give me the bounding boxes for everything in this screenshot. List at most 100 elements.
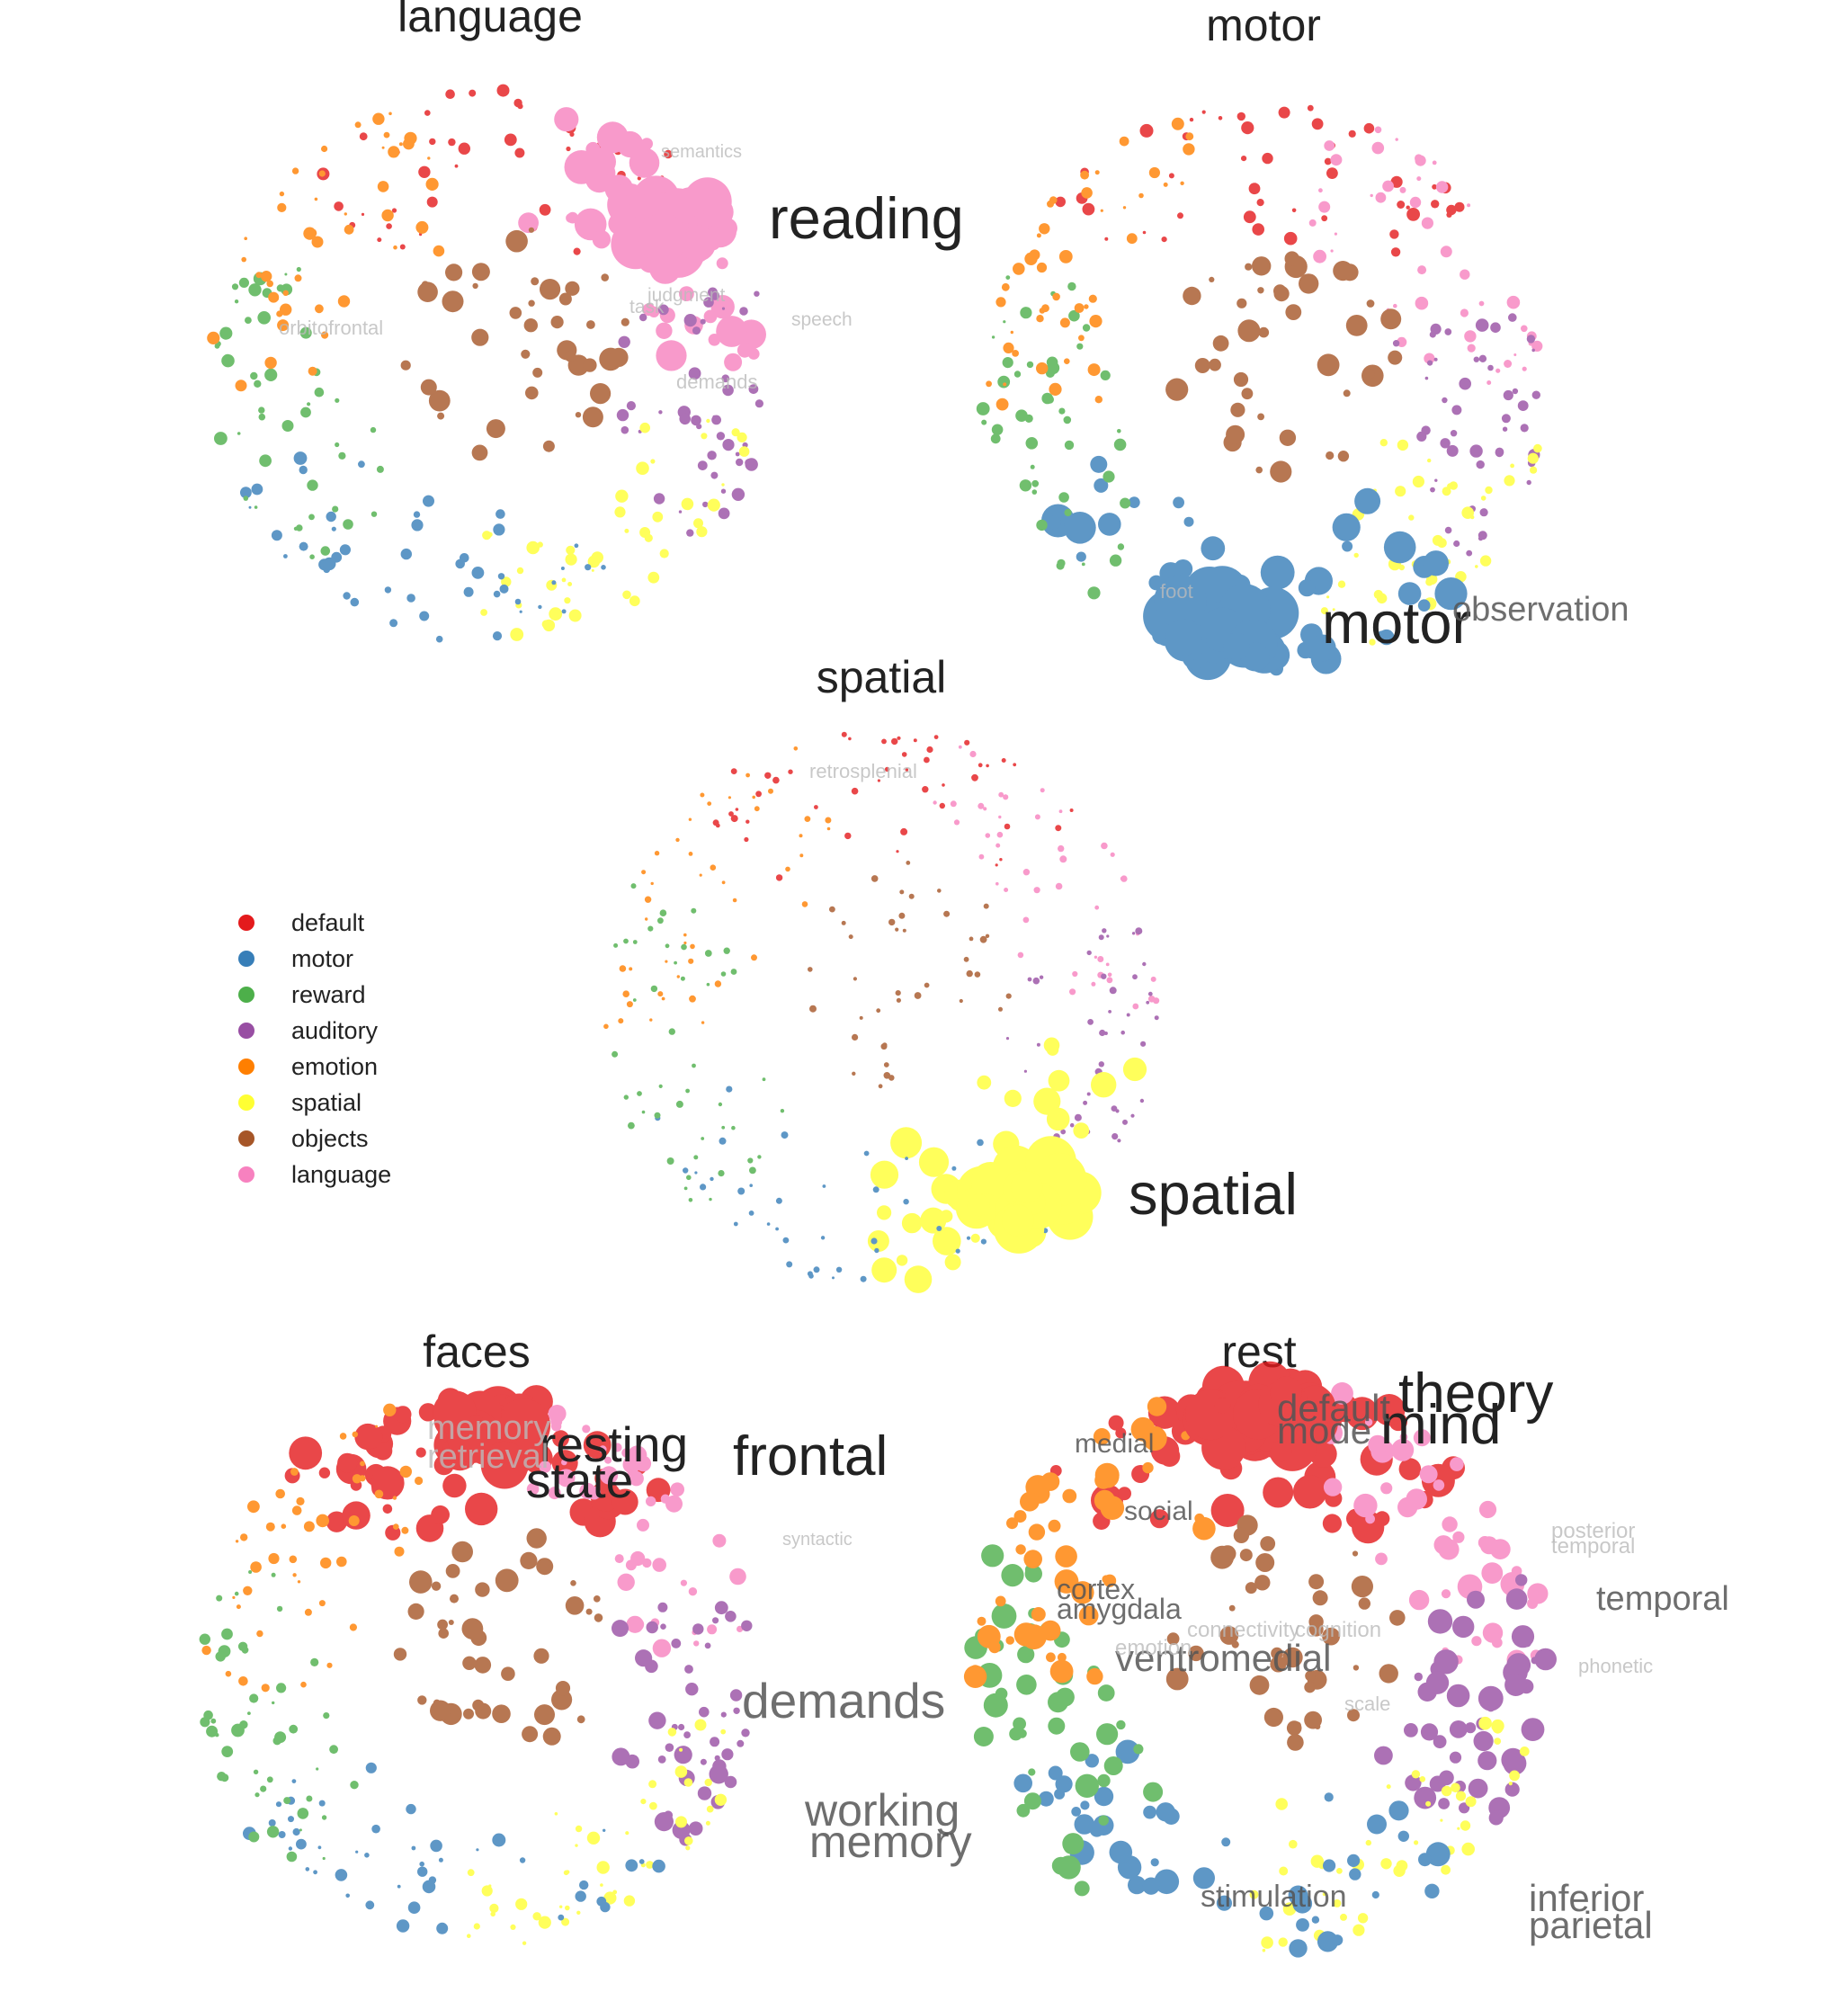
node-language	[642, 1558, 652, 1568]
node-language	[969, 750, 977, 758]
node-spatial	[1442, 487, 1451, 496]
node-spatial	[1002, 1204, 1034, 1237]
node-default	[1256, 199, 1264, 207]
node-auditory	[620, 425, 629, 434]
node-language	[550, 1421, 562, 1432]
node-objects	[590, 383, 612, 405]
node-auditory	[1142, 961, 1147, 967]
node-motor	[476, 1848, 479, 1852]
node-default	[884, 766, 890, 773]
node-spatial	[640, 1799, 647, 1805]
node-auditory	[691, 415, 701, 426]
node-objects	[495, 1568, 519, 1593]
node-motor	[575, 1890, 586, 1902]
node-auditory	[683, 1731, 691, 1738]
node-language	[1101, 842, 1108, 850]
node-spatial	[1440, 1818, 1443, 1822]
node-objects	[1165, 378, 1189, 401]
node-emotion	[793, 746, 799, 751]
node-language	[953, 819, 960, 826]
node-reward	[1113, 438, 1127, 451]
node-reward	[248, 1570, 253, 1574]
node-objects	[1230, 402, 1245, 417]
node-spatial	[1043, 1037, 1060, 1054]
node-motor	[293, 451, 308, 465]
node-reward	[1097, 1773, 1111, 1788]
node-label: task	[629, 297, 665, 317]
node-reward	[329, 1745, 338, 1755]
node-reward	[343, 519, 353, 530]
node-emotion	[603, 1023, 609, 1030]
node-objects	[1188, 1645, 1204, 1662]
node-spatial	[565, 1905, 570, 1911]
node-motor	[407, 1901, 421, 1914]
node-objects	[525, 386, 539, 400]
node-motor	[1090, 455, 1108, 473]
node-spatial	[554, 1812, 558, 1816]
node-reward	[1103, 1756, 1123, 1775]
node-reward	[990, 433, 1001, 444]
node-auditory	[1424, 376, 1429, 380]
node-label: judgment	[647, 285, 726, 306]
node-objects	[445, 264, 463, 281]
node-motor	[601, 565, 606, 570]
node-motor	[296, 1838, 307, 1850]
node-reward	[730, 969, 737, 975]
node-auditory	[1444, 526, 1452, 534]
node-reward	[376, 465, 384, 473]
node-objects	[979, 935, 987, 943]
node-motor	[585, 564, 592, 571]
node-default	[394, 1406, 412, 1424]
node-reward	[1117, 543, 1125, 550]
node-reward	[276, 1605, 283, 1612]
node-objects	[417, 1695, 427, 1705]
node-spatial	[575, 1844, 578, 1847]
node-motor	[1397, 582, 1422, 605]
node-objects	[983, 903, 989, 909]
node-objects	[1005, 993, 1012, 999]
node-auditory	[692, 1623, 704, 1635]
node-objects	[848, 934, 853, 940]
node-motor	[419, 611, 430, 621]
node-emotion	[728, 796, 732, 800]
node-reward	[1046, 356, 1058, 369]
node-objects	[526, 1528, 547, 1549]
node-language	[707, 1624, 718, 1635]
node-emotion	[244, 237, 248, 241]
node-spatial	[1310, 1854, 1325, 1868]
node-spatial	[522, 1941, 527, 1945]
node-language	[1397, 1496, 1418, 1518]
node-default	[913, 738, 917, 743]
node-motor	[1115, 1739, 1140, 1764]
node-label: phonetic	[1578, 1655, 1653, 1677]
node-default	[891, 737, 898, 746]
node-motor	[1259, 1906, 1274, 1921]
node-language	[587, 147, 616, 176]
node-label: theory	[1398, 1362, 1553, 1425]
node-language	[1318, 201, 1331, 213]
node-emotion	[1055, 1545, 1077, 1568]
node-objects	[1388, 350, 1403, 365]
node-language	[548, 1487, 561, 1500]
node-objects	[565, 1596, 585, 1615]
node-auditory	[1414, 1672, 1424, 1682]
node-emotion	[1084, 304, 1089, 309]
node-auditory	[731, 487, 745, 501]
node-auditory	[1086, 950, 1092, 956]
node-reward	[637, 1091, 642, 1096]
node-default	[1363, 122, 1375, 134]
node-objects	[575, 412, 582, 418]
node-label: stimulation	[1201, 1880, 1347, 1914]
node-objects	[532, 367, 543, 378]
node-auditory	[1459, 1802, 1470, 1814]
node-spatial	[1336, 1868, 1343, 1874]
node-reward	[997, 375, 1011, 389]
node-label: medial	[1075, 1429, 1154, 1459]
node-language	[1375, 192, 1387, 203]
node-emotion	[403, 138, 415, 150]
node-emotion	[1064, 358, 1070, 365]
node-auditory	[1111, 1105, 1118, 1112]
node-reward	[991, 335, 995, 339]
node-reward	[1116, 1720, 1126, 1730]
node-reward	[623, 938, 629, 944]
